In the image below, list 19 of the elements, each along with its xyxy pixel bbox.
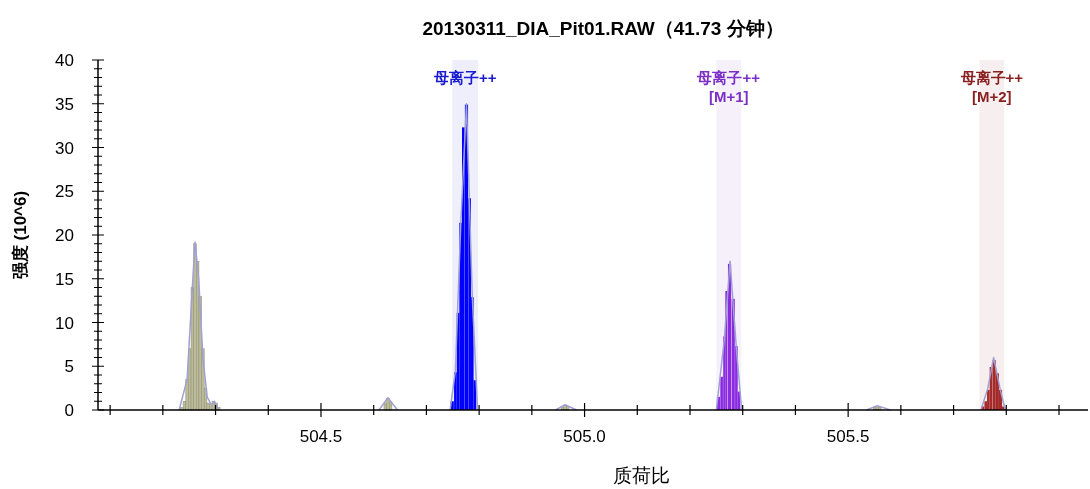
y-tick-label: 5 bbox=[64, 357, 74, 377]
y-tick-label: 40 bbox=[55, 51, 74, 70]
x-tick-label: 505.5 bbox=[826, 427, 870, 446]
y-tick-label: 0 bbox=[64, 401, 74, 420]
y-tick-label: 10 bbox=[55, 313, 74, 333]
chart-title: 20130311_DIA_Pit01.RAW（41.73 分钟） bbox=[422, 18, 784, 39]
y-tick-label: 30 bbox=[55, 138, 74, 158]
y-tick-label: 20 bbox=[55, 226, 74, 245]
band-label: 母离子++ [M+1] bbox=[696, 69, 761, 105]
band-label: 母离子++ bbox=[432, 69, 497, 86]
y-axis-title: 强度 (10^6) bbox=[11, 190, 30, 280]
x-axis-title: 质荷比 bbox=[612, 465, 670, 486]
x-tick-label: 504.5 bbox=[299, 427, 343, 446]
x-tick-label: 505.0 bbox=[563, 427, 606, 446]
y-tick-label: 15 bbox=[55, 269, 74, 289]
band: 母离子++ [M+2] bbox=[960, 60, 1024, 410]
band-label: 母离子++ [M+2] bbox=[959, 69, 1024, 105]
y-tick-label: 25 bbox=[55, 182, 74, 202]
y-tick-label: 35 bbox=[55, 94, 74, 114]
